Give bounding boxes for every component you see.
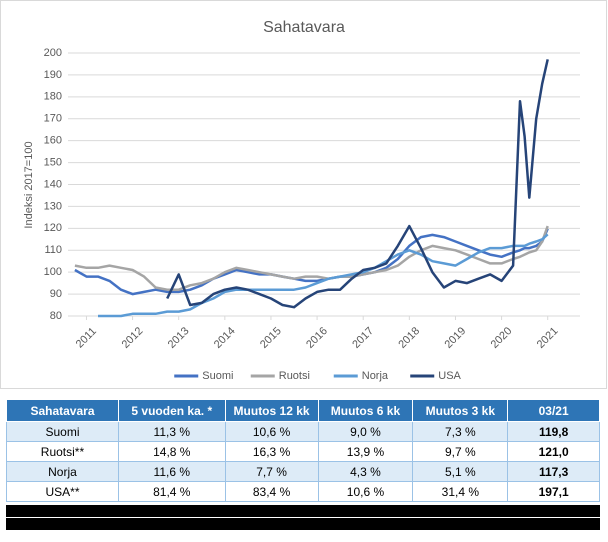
table-cell: 16,3 % <box>224 441 319 462</box>
table-cell: 83,4 % <box>224 481 319 502</box>
header-cell: Muutos 3 kk <box>412 399 509 422</box>
table-cell: Suomi <box>6 421 119 442</box>
table-cell: 4,3 % <box>317 461 414 482</box>
legend-label: Suomi <box>202 370 233 382</box>
y-tick-label: 90 <box>50 288 62 300</box>
table-cell: 31,4 % <box>412 481 509 502</box>
legend-label: USA <box>438 370 461 382</box>
header-cell: 03/21 <box>507 399 600 422</box>
header-row: Sahatavara 5 vuoden ka. * Muutos 12 kk Muut… <box>6 399 600 422</box>
y-tick-label: 140 <box>44 178 62 190</box>
chart-title: Sahatavara <box>263 19 345 36</box>
y-tick-label: 120 <box>44 222 62 234</box>
table-cell: 10,6 % <box>317 481 414 502</box>
series-line <box>166 59 549 309</box>
y-tick-label: 200 <box>44 47 62 59</box>
table-cell: 9,0 % <box>317 421 414 442</box>
table-cell: 117,3 <box>507 461 600 482</box>
black-row <box>6 505 600 517</box>
table-cell: 14,8 % <box>117 441 226 462</box>
header-cell: 5 vuoden ka. * <box>117 399 226 422</box>
table-cell: USA** <box>6 481 119 502</box>
table-cell: 7,3 % <box>412 421 509 442</box>
y-tick-label: 110 <box>44 244 62 256</box>
y-tick-label: 130 <box>44 200 62 212</box>
table-cell: 5,1 % <box>412 461 509 482</box>
table-cell: 10,6 % <box>224 421 319 442</box>
table-cell: Ruotsi** <box>6 441 119 462</box>
y-axis-label: Indeksi 2017=100 <box>23 141 35 228</box>
chart: Sahatavara Indeksi 2017=100 80 90 100 110 12… <box>0 0 607 389</box>
black-row <box>6 518 600 530</box>
y-tick-label: 160 <box>44 135 62 147</box>
y-tick-label: 100 <box>44 266 62 278</box>
table-cell: 7,7 % <box>224 461 319 482</box>
header-cell: Muutos 6 kk <box>317 399 414 422</box>
table-cell: 197,1 <box>507 481 600 502</box>
table-row: Suomi 11,3 % 10,6 % 9,0 % 7,3 % 119,8 <box>6 421 600 442</box>
table-cell: 13,9 % <box>317 441 414 462</box>
legend-label: Norja <box>362 370 389 382</box>
chart-frame <box>0 0 607 389</box>
y-tick-label: 150 <box>44 156 62 168</box>
series-line <box>98 233 549 318</box>
table-cell: 11,3 % <box>117 421 226 442</box>
y-tick-label: 190 <box>44 69 62 81</box>
table-cell: 119,8 <box>507 421 600 442</box>
table-cell: 9,7 % <box>412 441 509 462</box>
table-cell: 81,4 % <box>117 481 226 502</box>
legend-label: Ruotsi <box>279 370 310 382</box>
header-cell: Muutos 12 kk <box>224 399 319 422</box>
y-tick-label: 80 <box>50 310 62 322</box>
y-tick-label: 180 <box>44 91 62 103</box>
table-cell: 121,0 <box>507 441 600 462</box>
data-table: Sahatavara 5 vuoden ka. * Muutos 12 kk Muut… <box>6 399 600 502</box>
table-row: Ruotsi** 14,8 % 16,3 % 13,9 % 9,7 % 121,0 <box>6 441 600 462</box>
y-tick-label: 170 <box>44 113 62 125</box>
header-cell: Sahatavara <box>6 399 119 422</box>
table-cell: Norja <box>6 461 119 482</box>
table-row: Norja 11,6 % 7,7 % 4,3 % 5,1 % 117,3 <box>6 461 600 482</box>
table-cell: 11,6 % <box>117 461 226 482</box>
table-row: USA** 81,4 % 83,4 % 10,6 % 31,4 % 197,1 <box>6 481 600 502</box>
